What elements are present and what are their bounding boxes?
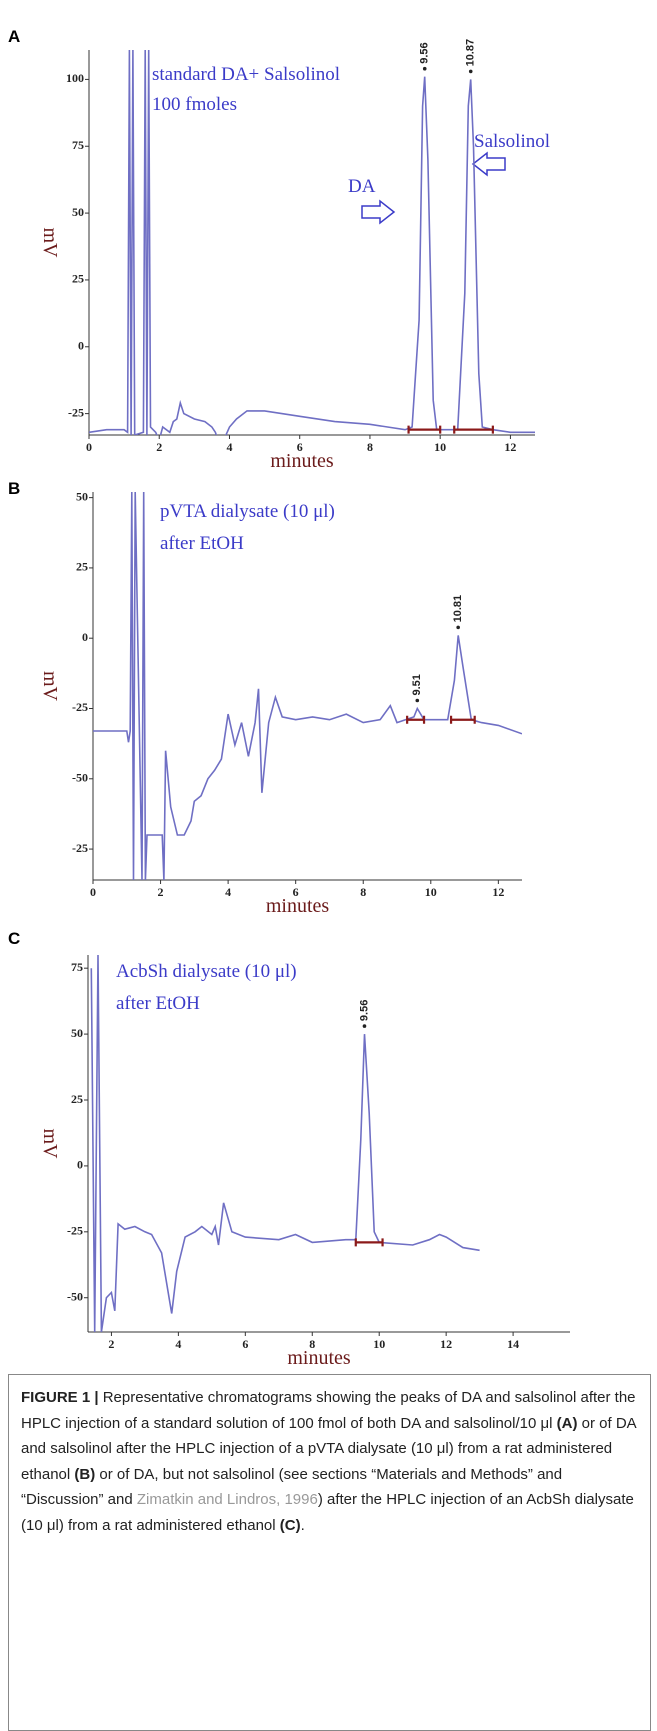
trace — [93, 492, 522, 880]
x-tick-label: 8 — [309, 1337, 315, 1351]
caption-ref: (B) — [74, 1465, 96, 1483]
caption-label: FIGURE 1 | — [21, 1389, 99, 1406]
annotation: Salsolinol — [474, 131, 550, 152]
y-tick-label: -25 — [72, 841, 88, 855]
peak-marker — [415, 698, 420, 703]
x-tick-label: 6 — [297, 440, 303, 454]
y-tick-label: 100 — [66, 71, 84, 85]
y-tick-label: -50 — [72, 771, 88, 785]
x-tick-label: 4 — [226, 440, 232, 454]
x-tick-label: 2 — [158, 885, 164, 899]
integration-bar — [406, 715, 426, 724]
peak-marker — [456, 625, 460, 630]
figure: A B C standard DA+ Salsolinol 100 fmoles… — [8, 27, 570, 1369]
peak-marker — [422, 66, 427, 71]
y-tick-label: 25 — [71, 1092, 83, 1106]
integration-bar — [407, 425, 442, 434]
arrow — [361, 199, 396, 225]
y-tick-label: 50 — [76, 489, 88, 503]
citation[interactable]: Zimatkin and Lindros, 1996 — [136, 1491, 318, 1508]
caption-ref: (A) — [556, 1414, 578, 1432]
x-tick-label: 2 — [156, 440, 162, 454]
y-tick-label: 50 — [72, 205, 84, 219]
arrow — [471, 151, 506, 177]
x-tick-label: 8 — [367, 440, 373, 454]
x-tick-label: 8 — [360, 885, 366, 899]
x-tick-label: 4 — [175, 1337, 181, 1351]
peak-label: 9.51 — [411, 674, 423, 695]
y-tick-label: 25 — [76, 560, 88, 574]
peak-marker — [362, 1024, 367, 1028]
y-axis-label: mV — [39, 1129, 61, 1160]
y-tick-label: -50 — [67, 1289, 83, 1303]
peak-label: 9.56 — [419, 42, 431, 63]
x-tick-label: 0 — [90, 885, 96, 899]
caption-text: Representative chromatograms showing the… — [21, 1389, 636, 1432]
peak-label: 10.81 — [452, 595, 464, 623]
x-tick-label: 10 — [425, 885, 437, 899]
annotation: pVTA dialysate (10 μl) — [160, 501, 335, 522]
caption-text: or of DA, but not salsolinol (see sectio… — [21, 1465, 563, 1509]
caption-ref: (C) — [279, 1516, 301, 1534]
x-tick-label: 12 — [504, 440, 516, 454]
annotation: DA — [348, 176, 376, 197]
integration-bar — [354, 1238, 384, 1247]
integration-bar — [453, 425, 494, 434]
x-tick-label: 0 — [86, 440, 92, 454]
x-tick-label: 10 — [373, 1337, 385, 1351]
y-axis-label: mV — [39, 228, 61, 259]
panel-letter: C — [8, 929, 20, 948]
y-tick-label: 75 — [71, 960, 83, 974]
caption-text: or of DA and salsolinol after the HPLC i… — [21, 1414, 636, 1483]
y-tick-label: 75 — [72, 138, 84, 152]
trace — [90, 955, 480, 1332]
x-axis-label: minutes — [266, 895, 330, 917]
annotation: 100 fmoles — [152, 94, 237, 115]
x-axis-label: minutes — [270, 450, 334, 472]
y-tick-label: -25 — [68, 405, 84, 419]
peak-label: 10.87 — [465, 39, 477, 67]
trace — [89, 50, 535, 435]
x-tick-label: 6 — [293, 885, 299, 899]
x-tick-label: 6 — [242, 1337, 248, 1351]
y-tick-label: 50 — [71, 1026, 83, 1040]
caption-text: ) after the HPLC injection of an AcbSh d… — [21, 1491, 634, 1534]
y-tick-label: 0 — [78, 339, 84, 353]
x-tick-label: 10 — [434, 440, 446, 454]
caption: FIGURE 1 | Representative chromatograms … — [8, 1374, 651, 1731]
annotation: after EtOH — [160, 533, 244, 554]
panel-letter: B — [8, 479, 20, 498]
x-tick-label: 14 — [507, 1337, 519, 1351]
integration-bar — [449, 715, 476, 724]
y-tick-label: 0 — [77, 1158, 83, 1172]
annotation: standard DA+ Salsolinol — [152, 64, 340, 85]
peak-label: 9.56 — [358, 1000, 370, 1021]
y-axis-label: mV — [39, 671, 61, 702]
caption-text: . — [300, 1516, 305, 1534]
y-tick-label: -25 — [72, 700, 88, 714]
x-tick-label: 2 — [108, 1337, 114, 1351]
peak-marker — [468, 69, 473, 74]
x-axis-label: minutes — [287, 1347, 351, 1369]
annotation: AcbSh dialysate (10 μl) — [116, 961, 297, 982]
y-tick-label: -25 — [67, 1224, 83, 1238]
annotation: after EtOH — [116, 993, 200, 1014]
x-tick-label: 12 — [492, 885, 504, 899]
panel-letter: A — [8, 27, 20, 46]
x-tick-label: 4 — [225, 885, 231, 899]
y-tick-label: 25 — [72, 272, 84, 286]
y-tick-label: 0 — [82, 630, 88, 644]
x-tick-label: 12 — [440, 1337, 452, 1351]
